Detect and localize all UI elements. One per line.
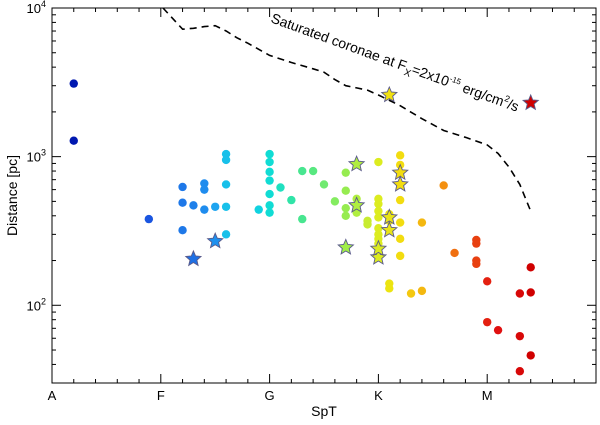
data-point <box>265 167 274 177</box>
data-point <box>298 166 307 176</box>
star-point <box>347 196 366 213</box>
data-point <box>200 185 209 194</box>
data-point <box>211 202 220 211</box>
data-point <box>341 203 350 213</box>
data-point <box>395 195 405 205</box>
data-point <box>395 151 405 160</box>
data-point <box>374 199 383 209</box>
data-point <box>221 155 231 165</box>
data-point <box>69 136 78 145</box>
star-point <box>380 85 399 103</box>
data-point <box>406 289 416 298</box>
star-point <box>521 93 540 111</box>
data-point <box>374 213 383 222</box>
data-point <box>200 205 209 214</box>
data-point <box>178 198 187 207</box>
data-point <box>472 259 481 269</box>
y-tick-label: 104 <box>27 0 46 16</box>
star-point <box>184 249 203 267</box>
data-point <box>395 234 405 244</box>
y-tick-label: 103 <box>27 148 46 165</box>
data-point <box>221 180 231 189</box>
data-point <box>319 180 329 189</box>
data-point <box>450 248 459 258</box>
data-point <box>221 149 231 159</box>
data-point <box>265 157 274 167</box>
data-point <box>265 208 274 217</box>
star-point <box>337 238 355 255</box>
data-point <box>265 189 274 199</box>
star-point <box>206 232 224 249</box>
plot-frame <box>51 7 597 384</box>
y-tick-label: 102 <box>27 296 46 313</box>
data-point <box>308 166 318 176</box>
data-point <box>265 201 274 210</box>
data-point <box>417 218 427 227</box>
data-point <box>178 182 187 192</box>
data-point <box>439 181 448 190</box>
data-point <box>515 331 525 341</box>
x-tick-label: G <box>265 388 275 403</box>
star-point <box>369 248 388 265</box>
data-point <box>178 225 187 235</box>
x-tick-label: A <box>48 388 57 403</box>
star-point <box>347 155 366 172</box>
data-point <box>385 284 394 293</box>
data-point <box>395 251 405 261</box>
data-point <box>374 206 383 216</box>
data-point <box>221 230 231 239</box>
data-point <box>515 289 525 298</box>
y-axis-label: Distance [pc] <box>4 155 20 236</box>
data-point <box>526 263 535 272</box>
data-point <box>265 149 274 159</box>
data-point <box>200 179 209 188</box>
saturation-curve-line <box>162 7 532 212</box>
data-point <box>341 168 350 177</box>
data-point <box>374 224 383 233</box>
data-point <box>374 157 383 167</box>
data-point <box>417 286 427 296</box>
data-point <box>493 325 503 335</box>
data-point <box>69 79 78 88</box>
data-point <box>276 183 285 192</box>
data-point <box>144 214 154 224</box>
data-point <box>189 201 198 210</box>
x-axis-label: SpT <box>311 403 337 419</box>
star-point <box>369 239 388 257</box>
data-point <box>395 218 405 227</box>
data-point <box>363 220 372 229</box>
data-point <box>515 367 525 376</box>
data-point <box>472 239 481 248</box>
data-point <box>526 288 535 297</box>
data-point <box>287 195 296 205</box>
data-point <box>341 211 350 220</box>
star-point <box>380 221 399 238</box>
data-point <box>265 176 274 185</box>
x-tick-label: F <box>157 388 165 403</box>
data-point <box>221 202 231 211</box>
data-point <box>483 277 492 286</box>
data-point <box>298 214 307 224</box>
star-point <box>391 175 409 192</box>
data-point <box>526 351 535 360</box>
star-point <box>380 208 399 225</box>
data-point <box>483 317 492 327</box>
data-point <box>341 186 350 195</box>
data-point <box>254 205 263 214</box>
x-tick-label: M <box>482 388 493 403</box>
data-point <box>330 197 340 206</box>
x-tick-label: K <box>374 388 383 403</box>
